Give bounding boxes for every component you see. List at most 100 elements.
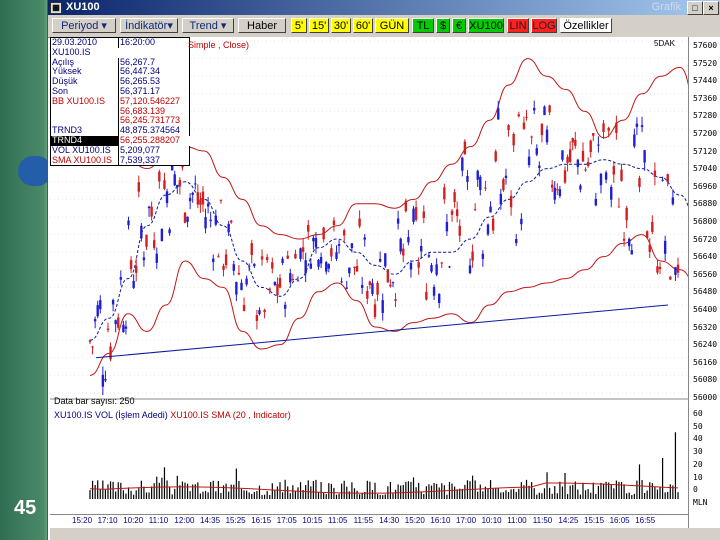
candle-body	[378, 258, 382, 262]
candle-body	[497, 108, 500, 120]
candle-body	[504, 175, 508, 179]
volume-sma-line	[89, 482, 679, 494]
candle-body	[599, 173, 603, 186]
trend-dropdown[interactable]: Trend ▾	[182, 18, 234, 33]
time-tick-label: 15:15	[584, 516, 605, 525]
candle-body	[304, 260, 307, 274]
price-tick-label: 56880	[693, 199, 718, 209]
periyod-dropdown[interactable]: Periyod ▾	[52, 18, 116, 33]
info-row-value: 56,447.34	[118, 67, 190, 78]
period-30-button[interactable]: 30'	[331, 18, 351, 33]
candle-body	[299, 248, 302, 259]
chart-period-label: 5DAK	[654, 39, 675, 48]
horizontal-scrollbar[interactable]	[50, 528, 720, 540]
volume-tick-label: MLN	[693, 497, 708, 507]
candle-body	[183, 212, 187, 223]
candle-body	[576, 159, 580, 167]
candle-body	[589, 140, 592, 153]
candle-body	[114, 320, 117, 325]
period-15-button[interactable]: 15'	[309, 18, 329, 33]
info-row: Açılış 56,267.7	[51, 57, 189, 68]
maximize-icon[interactable]: □	[687, 1, 703, 15]
currency-eur-button[interactable]: €	[452, 18, 466, 33]
info-row-label: BB XU100.IS	[52, 96, 106, 106]
volume-tick-label: 50	[693, 421, 703, 431]
candle-body	[530, 136, 533, 138]
candle-body	[509, 195, 513, 208]
indikator-dropdown[interactable]: İndikatör▾	[120, 18, 178, 33]
info-row-label: Yüksek	[52, 67, 82, 77]
candle-body	[635, 123, 639, 128]
time-axis[interactable]: 15:20 17:10 10:20 11:10 12:00 14:35 15:25 16:15…	[50, 514, 688, 529]
price-tick-label: 56640	[693, 252, 718, 262]
candle-body	[666, 174, 669, 183]
candle-body	[543, 106, 546, 116]
period-5-button[interactable]: 5'	[291, 18, 307, 33]
candle-body	[88, 340, 92, 342]
time-tick-label: 16:10	[430, 516, 451, 525]
candle-body	[119, 277, 123, 280]
candle-body	[568, 149, 572, 162]
close-icon[interactable]: ×	[703, 1, 719, 15]
candle-body	[461, 157, 464, 171]
candle-body	[651, 221, 654, 232]
bollinger-upper-line	[89, 58, 688, 240]
candle-body	[574, 139, 577, 146]
currency-tl-button[interactable]: TL	[412, 18, 434, 33]
info-row-label: VOL XU100.IS	[52, 145, 111, 155]
period-gun-button[interactable]: GÜN	[375, 18, 409, 33]
info-row-label: Açılış	[52, 57, 75, 67]
haber-button[interactable]: Haber	[238, 18, 286, 33]
price-tick-label: 57120	[693, 146, 718, 156]
info-symbol: XU100.IS	[52, 47, 91, 57]
symbol-button[interactable]: XU100	[468, 18, 504, 33]
candle-body	[104, 379, 107, 381]
ozellikler-button[interactable]: Özellikler	[560, 18, 612, 33]
candle-body	[468, 265, 472, 274]
price-axis[interactable]: 57600 57520 57440 57360 57280 57200 57120 57040…	[688, 37, 720, 540]
volume-tick-label: 0	[693, 485, 698, 495]
currency-usd-button[interactable]: $	[436, 18, 450, 33]
candle-body	[260, 256, 264, 260]
candle-body	[186, 216, 189, 222]
chart-window-icon[interactable]: ▦	[50, 2, 62, 14]
candle-body	[145, 234, 148, 247]
candle-body	[653, 170, 657, 177]
period-60-button[interactable]: 60'	[353, 18, 373, 33]
price-tick-label: 56960	[693, 181, 718, 191]
candle-body	[322, 227, 325, 240]
price-tick-label: 56080	[693, 375, 718, 385]
candle-body	[445, 221, 449, 232]
window-titlebar[interactable]: ▦ XU100 Grafik × □	[48, 0, 720, 15]
volume-tick-label: 20	[693, 459, 703, 469]
candle-body	[319, 257, 323, 264]
log-scale-button[interactable]: LOG	[531, 18, 557, 33]
candle-body	[489, 206, 492, 213]
time-tick-label: 11:55	[353, 516, 374, 525]
candle-body	[355, 266, 359, 272]
candle-body	[663, 240, 667, 254]
volume-tick-label: 60	[693, 409, 703, 418]
info-row: 56,245.731773	[51, 116, 189, 127]
candle-body	[455, 209, 459, 217]
candle-body	[563, 170, 567, 183]
time-tick-label: 11:10	[148, 516, 169, 525]
candle-body	[199, 199, 202, 205]
candle-body	[422, 211, 425, 218]
linear-scale-button[interactable]: LIN	[507, 18, 529, 33]
candle-body	[558, 189, 562, 196]
indikator-label: İndikatör	[125, 20, 168, 32]
volume-legend-sma: XU100.IS SMA (20 , Indicator)	[170, 410, 291, 420]
candle-body	[258, 310, 261, 315]
candle-body	[155, 253, 158, 263]
candle-body	[409, 262, 413, 270]
candle-body	[99, 300, 102, 310]
time-tick-label: 11:05	[328, 516, 348, 525]
candle-body	[237, 272, 241, 275]
candle-body	[571, 138, 574, 143]
price-tick-label: 57520	[693, 58, 718, 68]
candle-body	[96, 305, 99, 317]
candle-body	[414, 207, 418, 220]
candle-body	[548, 105, 551, 113]
info-time: 16:20:00	[118, 38, 190, 48]
